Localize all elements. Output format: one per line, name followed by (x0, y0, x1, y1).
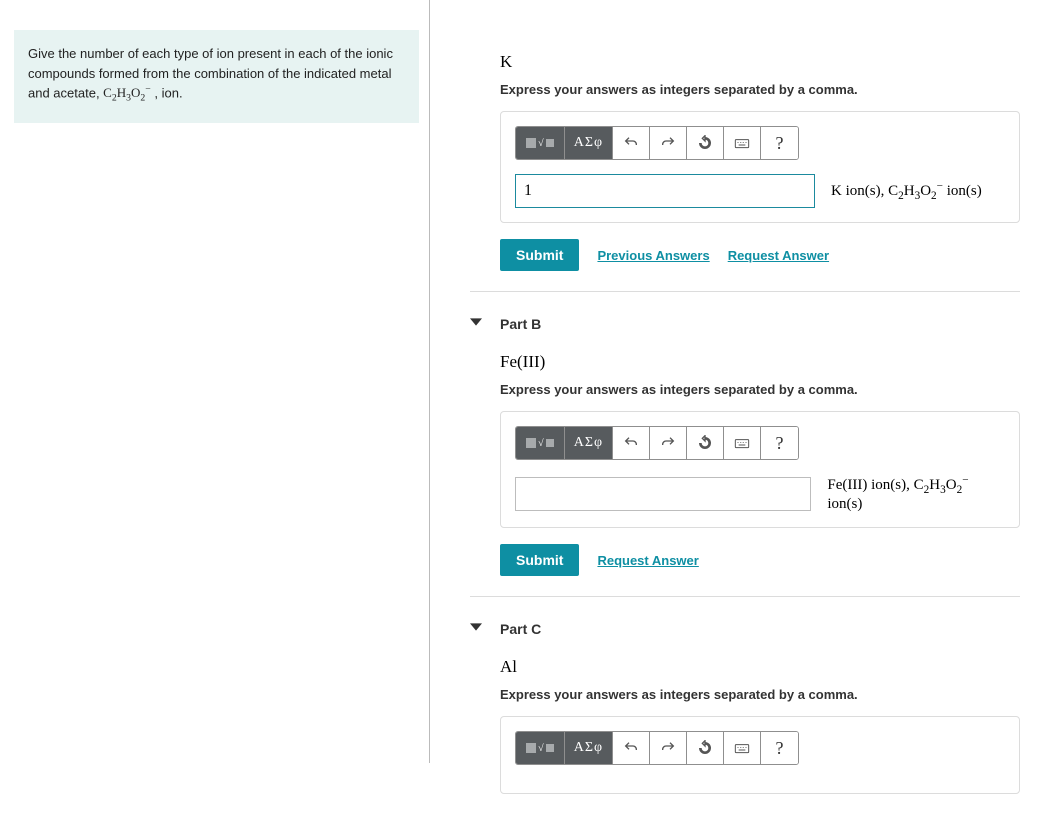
undo-button[interactable] (613, 732, 650, 764)
reset-icon (697, 135, 713, 151)
chevron-down-icon (470, 316, 482, 328)
redo-button[interactable] (650, 732, 687, 764)
redo-button[interactable] (650, 427, 687, 459)
part-c-instruction: Express your answers as integers separat… (500, 687, 1020, 702)
part-a-card: √ ΑΣφ ? (500, 111, 1020, 223)
part-a-units: K ion(s), C2H3O2− ion(s) (831, 180, 982, 202)
templates-button[interactable]: √ (516, 732, 565, 764)
part-b-collapse-toggle[interactable] (470, 316, 482, 331)
part-b-submit-button[interactable]: Submit (500, 544, 579, 576)
reset-button[interactable] (687, 127, 724, 159)
templates-button[interactable]: √ (516, 127, 565, 159)
part-a-instruction: Express your answers as integers separat… (500, 82, 1020, 97)
part-b-instruction: Express your answers as integers separat… (500, 382, 1020, 397)
part-c-title: Part C (500, 621, 1020, 637)
redo-button[interactable] (650, 127, 687, 159)
part-a: K Express your answers as integers separ… (470, 0, 1020, 291)
prompt-prefix: Give the number of each type of ion pres… (28, 46, 393, 100)
part-c-toolbar: √ ΑΣφ ? (515, 731, 799, 765)
part-b-units: Fe(III) ion(s), C2H3O2− ion(s) (827, 474, 1005, 513)
undo-icon (623, 435, 639, 451)
part-c: Part C Al Express your answers as intege… (470, 596, 1020, 814)
part-a-element: K (500, 52, 1020, 72)
part-b-card: √ ΑΣφ ? Fe(III) ion(s), C2H3O2− ion(s) (500, 411, 1020, 528)
part-a-answer-input[interactable] (515, 174, 815, 208)
undo-icon (623, 135, 639, 151)
keyboard-button[interactable] (724, 732, 761, 764)
keyboard-button[interactable] (724, 127, 761, 159)
redo-icon (660, 135, 676, 151)
chevron-down-icon (470, 621, 482, 633)
keyboard-icon (734, 135, 750, 151)
answer-panel: K Express your answers as integers separ… (430, 0, 1040, 763)
question-prompt: Give the number of each type of ion pres… (14, 30, 419, 123)
help-button[interactable]: ? (761, 127, 798, 159)
part-a-previous-answers-link[interactable]: Previous Answers (597, 248, 709, 263)
greek-button[interactable]: ΑΣφ (565, 127, 614, 159)
part-a-submit-button[interactable]: Submit (500, 239, 579, 271)
part-a-request-answer-link[interactable]: Request Answer (728, 248, 829, 263)
help-button[interactable]: ? (761, 732, 798, 764)
part-c-collapse-toggle[interactable] (470, 621, 482, 636)
part-b-title: Part B (500, 316, 1020, 332)
reset-button[interactable] (687, 427, 724, 459)
part-c-card: √ ΑΣφ ? (500, 716, 1020, 794)
prompt-formula: C2H3O2− (103, 85, 151, 100)
part-b: Part B Fe(III) Express your answers as i… (470, 291, 1020, 596)
reset-button[interactable] (687, 732, 724, 764)
help-button[interactable]: ? (761, 427, 798, 459)
part-b-element: Fe(III) (500, 352, 1020, 372)
part-b-request-answer-link[interactable]: Request Answer (597, 553, 698, 568)
keyboard-icon (734, 740, 750, 756)
question-panel: Give the number of each type of ion pres… (0, 0, 430, 763)
templates-button[interactable]: √ (516, 427, 565, 459)
part-b-toolbar: √ ΑΣφ ? (515, 426, 799, 460)
redo-icon (660, 740, 676, 756)
keyboard-icon (734, 435, 750, 451)
reset-icon (697, 435, 713, 451)
part-b-answer-input[interactable] (515, 477, 811, 511)
undo-icon (623, 740, 639, 756)
greek-button[interactable]: ΑΣφ (565, 732, 614, 764)
keyboard-button[interactable] (724, 427, 761, 459)
undo-button[interactable] (613, 427, 650, 459)
part-a-toolbar: √ ΑΣφ ? (515, 126, 799, 160)
greek-button[interactable]: ΑΣφ (565, 427, 614, 459)
undo-button[interactable] (613, 127, 650, 159)
prompt-suffix: , ion. (154, 85, 182, 100)
redo-icon (660, 435, 676, 451)
reset-icon (697, 740, 713, 756)
part-c-element: Al (500, 657, 1020, 677)
